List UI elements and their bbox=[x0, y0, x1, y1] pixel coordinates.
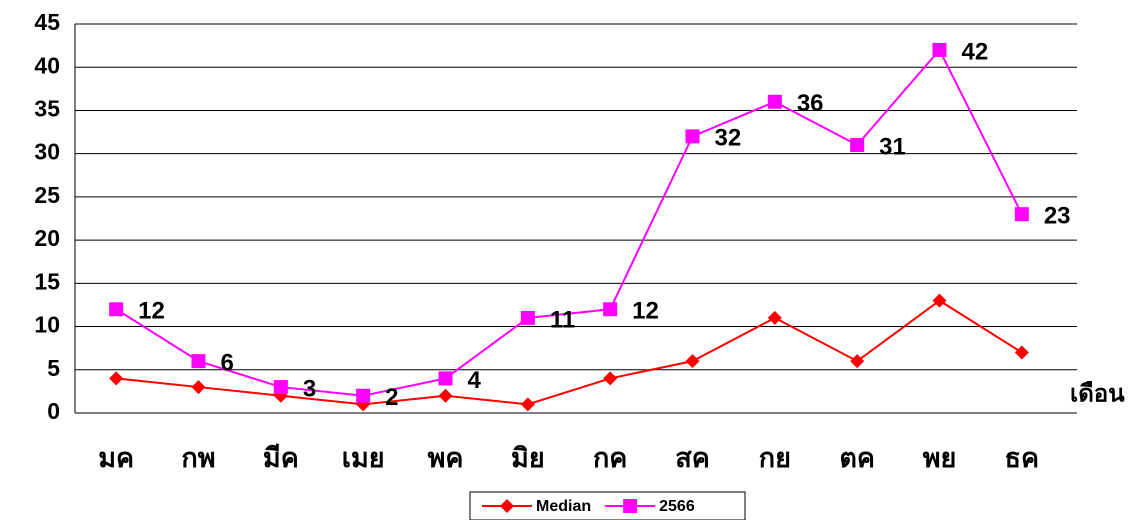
marker bbox=[520, 310, 535, 325]
x-tick-label: พค bbox=[428, 443, 464, 473]
y-tick-label: 45 bbox=[34, 9, 60, 35]
x-tick-label: พย bbox=[923, 443, 957, 473]
marker bbox=[438, 388, 453, 403]
y-tick-label: 20 bbox=[34, 225, 60, 251]
y-tick-label: 40 bbox=[34, 52, 60, 78]
data-label: 36 bbox=[797, 90, 824, 117]
data-label: 31 bbox=[879, 133, 906, 160]
x-tick-label: มิย bbox=[511, 443, 545, 473]
data-label: 6 bbox=[221, 349, 234, 376]
marker bbox=[1014, 345, 1029, 360]
marker bbox=[356, 388, 371, 403]
y-tick-label: 10 bbox=[34, 312, 60, 338]
marker bbox=[850, 354, 865, 369]
x-tick-label: มค bbox=[98, 443, 134, 473]
x-axis-label: เดือน bbox=[1070, 380, 1125, 407]
legend-label: 2566 bbox=[659, 498, 695, 515]
marker bbox=[273, 380, 288, 395]
data-label: 42 bbox=[962, 38, 989, 65]
marker bbox=[767, 94, 782, 109]
x-tick-label: กย bbox=[759, 443, 791, 473]
series-line bbox=[116, 299, 1023, 406]
data-label: 23 bbox=[1044, 203, 1071, 230]
marker bbox=[932, 293, 947, 308]
marker bbox=[191, 354, 206, 369]
marker bbox=[191, 380, 206, 395]
marker bbox=[520, 397, 535, 412]
x-tick-label: เมย bbox=[342, 443, 385, 473]
marker bbox=[685, 129, 700, 144]
x-tick-label: กค bbox=[593, 443, 627, 473]
marker bbox=[623, 499, 638, 513]
series-line bbox=[115, 48, 1023, 397]
y-tick-label: 25 bbox=[34, 182, 60, 208]
x-tick-label: สค bbox=[675, 443, 710, 473]
y-tick-label: 0 bbox=[47, 398, 60, 424]
x-tick-label: ธค bbox=[1005, 443, 1040, 473]
data-label: 3 bbox=[303, 375, 316, 402]
marker bbox=[932, 42, 947, 57]
data-label: 32 bbox=[715, 125, 742, 152]
x-tick-label: มีค bbox=[263, 443, 299, 473]
data-label: 2 bbox=[385, 384, 398, 411]
marker bbox=[500, 499, 514, 513]
x-tick-label: ตค bbox=[839, 443, 875, 473]
y-tick-label: 15 bbox=[34, 268, 60, 294]
marker bbox=[109, 302, 124, 317]
marker bbox=[685, 354, 700, 369]
data-label: 11 bbox=[550, 306, 575, 333]
x-tick-label: กพ bbox=[181, 443, 215, 473]
marker bbox=[603, 302, 618, 317]
marker bbox=[438, 371, 453, 386]
data-label: 12 bbox=[632, 298, 659, 325]
marker bbox=[767, 310, 782, 325]
y-tick-label: 35 bbox=[34, 96, 60, 122]
marker bbox=[109, 371, 124, 386]
marker bbox=[1014, 207, 1029, 222]
y-tick-label: 30 bbox=[34, 139, 60, 165]
marker bbox=[603, 371, 618, 386]
marker bbox=[850, 138, 865, 153]
legend-label: Median bbox=[536, 498, 591, 515]
y-tick-label: 5 bbox=[47, 355, 60, 381]
data-label: 4 bbox=[468, 367, 482, 394]
data-label: 12 bbox=[138, 298, 165, 325]
